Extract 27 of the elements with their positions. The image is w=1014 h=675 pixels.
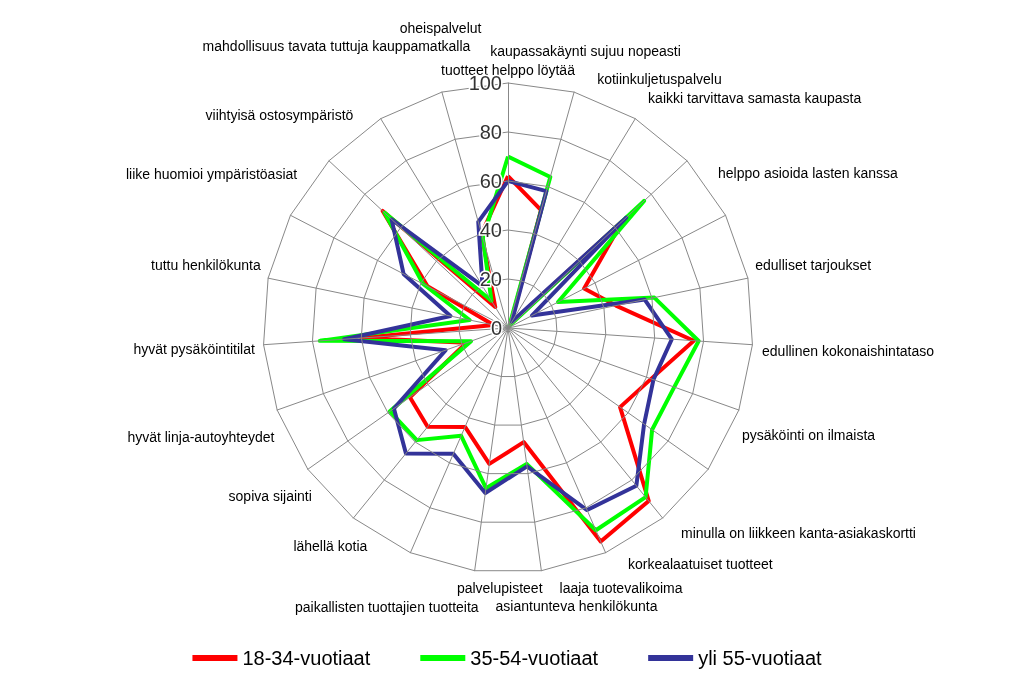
spoke-label: palvelupisteet	[456, 579, 543, 596]
spoke-label: tuttu henkilökunta	[151, 257, 261, 274]
legend-label: yli 55-vuotiaat	[698, 647, 822, 669]
spoke-label: edullinen kokonaishintataso	[762, 343, 935, 360]
spoke-label: pysäköinti on ilmaista	[742, 426, 876, 443]
spoke-label: helppo asioida lasten kanssa	[718, 164, 899, 181]
spoke-label: laaja tuotevalikoima	[559, 580, 683, 597]
spoke-label: sopiva sijainti	[228, 487, 312, 504]
spoke-label: minulla on liikkeen kanta-asiakaskortti	[680, 525, 916, 542]
y-tick-label: 80	[479, 121, 502, 143]
spoke-label: paikallisten tuottajien tuotteita	[294, 599, 479, 616]
spoke-label: oheispalvelut	[399, 19, 482, 36]
y-tick-label: 0	[490, 317, 502, 339]
legend-label: 18-34-vuotiaat	[242, 647, 371, 669]
spoke-label: liike huomioi ympäristöasiat	[126, 166, 298, 183]
spoke-label: viihtyisä ostosympäristö	[205, 106, 354, 123]
spoke-label: hyvät linja-autoyhteydet	[127, 429, 275, 446]
spoke-label: kaupassakäynti sujuu nopeasti	[490, 43, 681, 60]
spoke-label: korkealaatuiset tuotteet	[627, 556, 773, 573]
spoke-label: hyvät pysäköintitilat	[133, 341, 255, 358]
spoke-label: lähellä kotia	[293, 538, 368, 555]
spoke-label: kaikki tarvittava samasta kaupasta	[648, 89, 862, 106]
spoke-label: kotiinkuljetuspalvelu	[597, 71, 722, 87]
spoke-label: mahdollisuus tavata tuttuja kauppamatkalla	[202, 37, 471, 54]
spoke-label: edulliset tarjoukset	[755, 256, 872, 273]
legend-label: 35-54-vuotiaat	[470, 647, 599, 669]
spoke-label: asiantunteva henkilökunta	[495, 598, 658, 615]
